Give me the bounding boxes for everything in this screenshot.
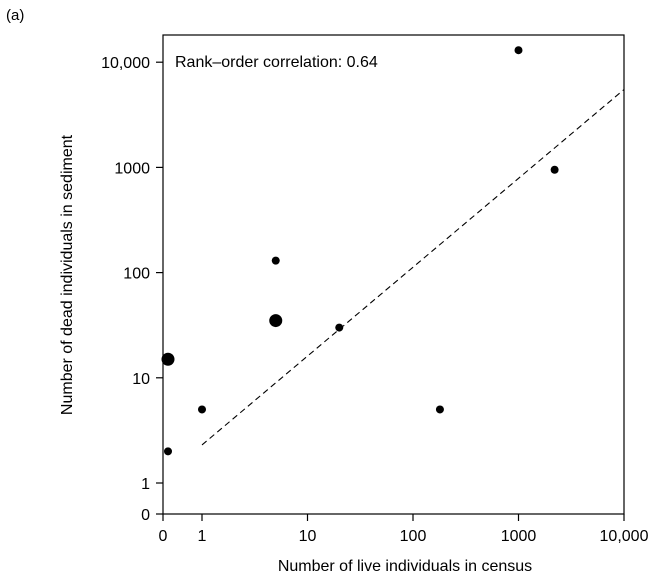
correlation-annotation: Rank–order correlation: 0.64 bbox=[175, 54, 378, 71]
panel-label: (a) bbox=[6, 7, 24, 24]
data-point bbox=[335, 323, 344, 332]
x-tick-label: 0 bbox=[159, 528, 168, 545]
y-axis-label: Number of dead individuals in sediment bbox=[59, 134, 76, 415]
y-tick-label: 10,000 bbox=[101, 55, 150, 72]
y-axis-ticks bbox=[156, 61, 163, 515]
data-point bbox=[198, 405, 206, 414]
y-tick-label: 0 bbox=[141, 507, 150, 524]
data-point bbox=[550, 165, 559, 174]
x-tick-label: 10,000 bbox=[600, 528, 649, 545]
y-axis-tick-labels: 0 1 10 100 1000 10,000 bbox=[101, 55, 150, 524]
data-point bbox=[161, 352, 175, 366]
y-tick-label: 100 bbox=[123, 266, 150, 283]
data-point bbox=[164, 447, 172, 456]
y-tick-label: 10 bbox=[132, 371, 150, 388]
x-tick-label: 100 bbox=[400, 528, 427, 545]
data-point bbox=[514, 46, 523, 55]
x-tick-label: 1 bbox=[198, 528, 207, 545]
x-axis-tick-labels: 0 1 10 100 1000 10,000 bbox=[159, 528, 649, 545]
plot-frame bbox=[162, 34, 625, 515]
data-points bbox=[161, 46, 559, 456]
data-point bbox=[269, 314, 283, 328]
x-axis-label: Number of live individuals in census bbox=[278, 558, 532, 575]
data-point bbox=[271, 256, 280, 265]
data-point bbox=[435, 405, 444, 414]
x-axis-ticks bbox=[162, 514, 625, 521]
y-tick-label: 1 bbox=[141, 476, 150, 493]
x-tick-label: 1000 bbox=[501, 528, 537, 545]
x-tick-label: 10 bbox=[299, 528, 317, 545]
y-tick-label: 1000 bbox=[114, 160, 150, 177]
trend-line bbox=[201, 89, 625, 446]
